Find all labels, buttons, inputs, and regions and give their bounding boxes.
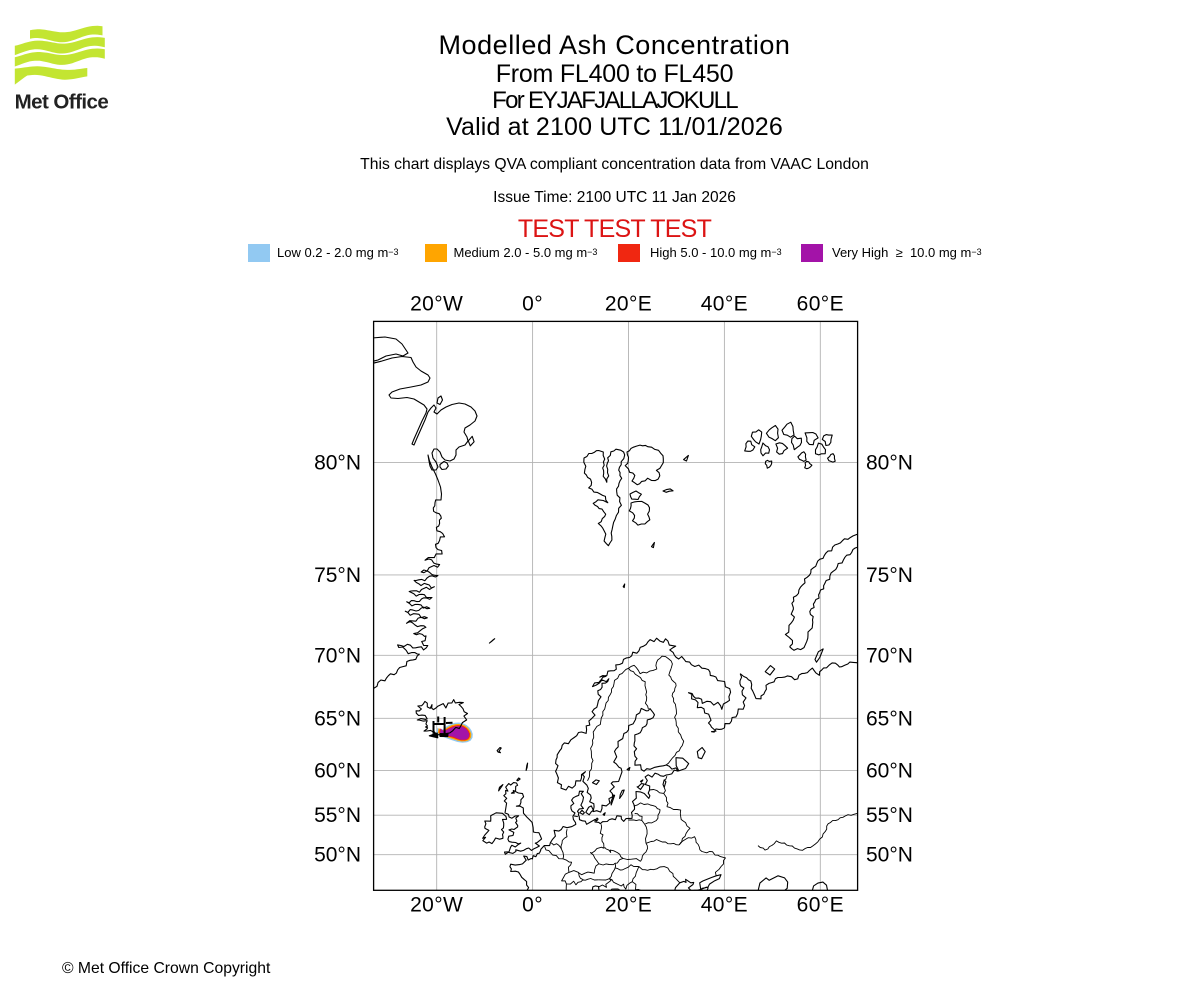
svg-text:80°N: 80°N [314,451,361,474]
svg-text:70°N: 70°N [866,644,913,667]
svg-text:50°N: 50°N [866,844,913,867]
svg-text:60°N: 60°N [866,759,913,782]
svg-text:0°: 0° [522,894,543,917]
svg-text:40°E: 40°E [701,894,748,917]
svg-text:70°N: 70°N [314,644,361,667]
svg-text:75°N: 75°N [866,564,913,587]
svg-text:20°W: 20°W [410,293,463,316]
svg-text:55°N: 55°N [866,804,913,827]
svg-text:65°N: 65°N [314,707,361,730]
svg-text:75°N: 75°N [314,564,361,587]
svg-text:20°E: 20°E [605,894,652,917]
svg-text:50°N: 50°N [314,844,361,867]
svg-text:80°N: 80°N [866,451,913,474]
svg-text:40°E: 40°E [701,293,748,316]
svg-text:60°E: 60°E [797,894,844,917]
svg-text:60°E: 60°E [797,293,844,316]
svg-text:0°: 0° [522,293,543,316]
svg-text:20°E: 20°E [605,293,652,316]
svg-text:60°N: 60°N [314,759,361,782]
svg-text:55°N: 55°N [314,804,361,827]
svg-text:Met Office: Met Office [15,91,109,114]
svg-text:20°W: 20°W [410,894,463,917]
svg-text:65°N: 65°N [866,707,913,730]
